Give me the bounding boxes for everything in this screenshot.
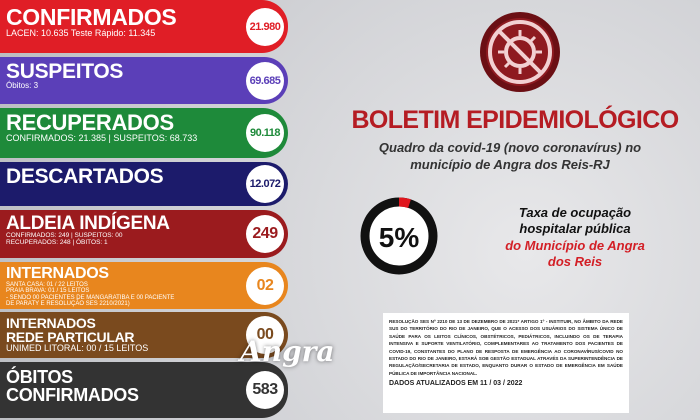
- panel-detail: PRAIA BRAVA: 01 / 15 LEITOS: [6, 288, 90, 295]
- panel-detail: CONFIRMADOS: 21.385 | SUSPEITOS: 68.733: [6, 133, 198, 143]
- panel-total: 583: [246, 371, 284, 409]
- panel: RECUPERADOS CONFIRMADOS: 21.385 | SUSPEIT…: [0, 108, 288, 158]
- occupancy-caption: Taxa de ocupação hospitalar pública: [518, 205, 632, 237]
- panel: SUSPEITOS Óbitos: 3 69.685: [0, 57, 288, 104]
- panel-total: 02: [246, 266, 284, 305]
- panel-title: ALDEIA INDÍGENA: [6, 213, 170, 234]
- panel: ALDEIA INDÍGENA CONFIRMADOS: 249 | SUSPEI…: [0, 210, 288, 258]
- panel-detail: CONFIRMADOS: 249 | SUSPEITOS: 00: [6, 232, 123, 239]
- panel-title: INTERNADOS: [6, 315, 96, 331]
- panel-title: DESCARTADOS: [6, 165, 164, 188]
- occupancy-donut: [360, 197, 438, 275]
- panel-title: REDE PARTICULAR: [6, 329, 135, 345]
- title: BOLETIM EPIDEMIOLÓGICO: [351, 106, 679, 134]
- panel-title: CONFIRMADOS: [6, 4, 177, 30]
- panel-total: 249: [246, 215, 284, 253]
- panel: INTERNADOS SANTA CASA: 01 / 22 LEITOS PRAI…: [0, 262, 288, 309]
- panel: DESCARTADOS 12.072: [0, 162, 288, 206]
- panel-detail: Óbitos: 3: [6, 81, 39, 90]
- panel: CONFIRMADOS LACEN: 10.635 Teste Rápido: 1…: [0, 0, 288, 53]
- occupancy-rate: 5%: [378, 222, 420, 253]
- panel-total: 69.685: [246, 61, 284, 100]
- panel-detail: UNIMED LITORAL: 00 / 15 LEITOS: [6, 343, 149, 353]
- panel-total: 21.980: [246, 7, 284, 46]
- panel-title: CONFIRMADOS: [6, 385, 139, 405]
- note-text: RESOLUÇÃO SES Nº 2210 DE 13 DE DEZEMBRO …: [389, 319, 623, 376]
- panel-title: ÓBITOS: [6, 367, 73, 387]
- no-virus-icon: [480, 12, 560, 92]
- panel-detail: RECUPERADOS: 248 | ÓBITOS: 1: [6, 238, 108, 246]
- panel-total: 12.072: [246, 165, 284, 203]
- panel-detail: SANTA CASA: 01 / 22 LEITOS: [6, 282, 88, 288]
- panel-title: SUSPEITOS: [6, 60, 124, 83]
- panel-total: 00: [246, 316, 284, 354]
- panel-detail: - SENDO 00 PACIENTES DE MANGARATIBA E 00…: [6, 294, 175, 301]
- panel-detail: DE PARATY E RESOLUÇÃO SES 2210/2021): [6, 300, 130, 307]
- subtitle: Quadro da covid-19 (novo coronavírus) no…: [378, 140, 642, 172]
- occupancy-caption-highlight: do Município de Angra dos Reis: [505, 238, 645, 270]
- note-updated: DADOS ATUALIZADOS EM 11 / 03 / 2022: [389, 380, 523, 388]
- logo: Angra: [240, 335, 335, 368]
- panel: ÓBITOS CONFIRMADOS 583: [0, 362, 288, 418]
- panel-detail: LACEN: 10.635 Teste Rápido: 11.345: [6, 28, 156, 38]
- panel-total: 90.118: [246, 114, 284, 152]
- panel-title: INTERNADOS: [6, 265, 109, 282]
- panel-title: RECUPERADOS: [6, 110, 174, 135]
- note-box: RESOLUÇÃO SES Nº 2210 DE 13 DE DEZEMBRO …: [383, 313, 629, 413]
- panel: INTERNADOS REDE PARTICULAR UNIMED LITORAL:…: [0, 312, 288, 358]
- occupancy-arc: [398, 197, 411, 208]
